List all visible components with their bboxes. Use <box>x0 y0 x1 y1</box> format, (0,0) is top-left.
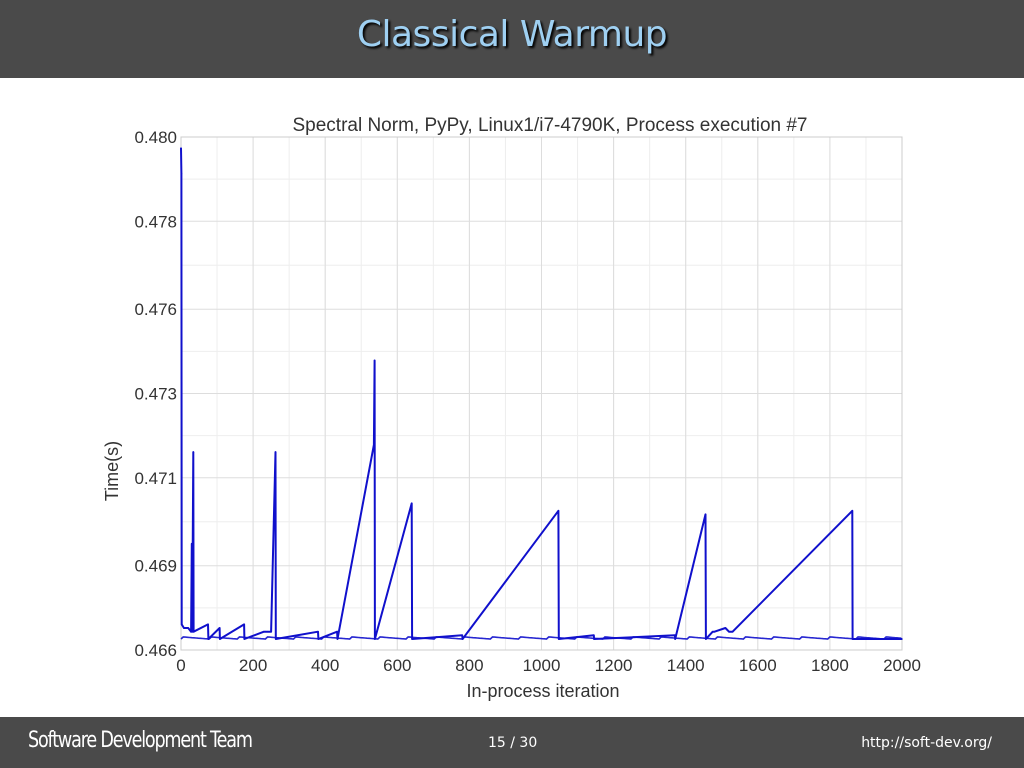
data-point <box>191 630 193 633</box>
data-point <box>243 638 246 640</box>
x-tick-label: 1600 <box>739 656 777 675</box>
data-point <box>557 510 560 512</box>
data-point <box>266 630 269 633</box>
data-point <box>274 451 277 453</box>
footer-url: http://soft-dev.org/ <box>861 735 992 751</box>
data-point <box>183 627 185 629</box>
data-point <box>263 630 265 633</box>
data-point <box>851 638 854 640</box>
data-point <box>207 623 209 626</box>
data-point <box>705 638 707 640</box>
data-point <box>410 502 413 505</box>
data-point <box>264 630 267 633</box>
y-tick-label: 0.476 <box>134 300 177 319</box>
y-tick-label: 0.473 <box>134 385 177 404</box>
data-point <box>704 513 707 516</box>
data-point <box>593 634 595 637</box>
data-point <box>901 638 903 640</box>
spectral-norm-chart: 0 200 400 600 800 1000 1200 1400 1600 1800 2000 0.4… <box>102 115 921 701</box>
data-point <box>336 630 338 633</box>
data-point <box>219 638 221 640</box>
data-point <box>275 638 277 640</box>
data-point <box>711 630 714 633</box>
data-point <box>180 172 183 175</box>
data-point <box>724 627 727 629</box>
data-point <box>374 638 376 640</box>
data-point <box>187 627 189 629</box>
chart-grid <box>180 136 903 651</box>
y-tick-label: 0.480 <box>134 128 177 147</box>
data-point <box>373 444 375 446</box>
data-point <box>461 638 464 640</box>
series-baseline-noise <box>180 636 902 640</box>
y-tick-label: 0.469 <box>134 557 177 576</box>
data-point <box>190 630 192 633</box>
data-point <box>336 638 339 640</box>
data-point <box>192 451 195 453</box>
data-point <box>180 147 182 149</box>
x-axis-label: In-process iteration <box>466 681 619 701</box>
data-point <box>207 638 210 640</box>
data-point <box>593 638 595 640</box>
x-tick-label: 1800 <box>811 656 849 675</box>
data-point <box>373 359 376 362</box>
x-tick-label: 1000 <box>523 656 561 675</box>
x-tick-label: 0 <box>176 656 185 675</box>
chart-title: Spectral Norm, PyPy, Linux1/i7-4790K, Pr… <box>292 115 807 136</box>
data-point <box>461 634 464 637</box>
y-tick-label: 0.478 <box>134 212 177 231</box>
data-point <box>192 630 195 633</box>
x-tick-label: 1200 <box>595 656 633 675</box>
x-tick-label: 200 <box>239 656 267 675</box>
slide-title: Classical Warmup <box>356 14 668 55</box>
data-point <box>728 630 730 633</box>
x-tick-label: 1400 <box>667 656 705 675</box>
data-point <box>731 630 734 633</box>
data-point <box>558 638 560 640</box>
data-point <box>674 634 676 637</box>
x-tick-label: 2000 <box>883 656 921 675</box>
team-name: Software Development Team <box>28 728 253 753</box>
x-tick-label: 800 <box>455 656 483 675</box>
slide-header <box>0 0 1024 78</box>
data-point <box>180 623 183 626</box>
data-point <box>317 630 319 633</box>
page-number: 15 / 30 <box>488 735 538 751</box>
data-point <box>713 630 716 633</box>
data-point <box>243 623 245 626</box>
data-point <box>317 638 320 640</box>
data-point <box>411 638 413 640</box>
data-point <box>674 638 676 640</box>
y-tick-label: 0.471 <box>134 469 177 488</box>
chart-series <box>180 147 903 640</box>
chart-ticks: 0 200 400 600 800 1000 1200 1400 1600 1800 2000 0.4… <box>134 128 920 675</box>
data-point <box>218 627 221 629</box>
x-tick-label: 400 <box>311 656 339 675</box>
y-axis-label: Time(s) <box>102 441 122 501</box>
data-point <box>191 542 193 545</box>
slide-footer <box>0 717 1024 768</box>
y-tick-label: 0.466 <box>134 641 177 660</box>
x-tick-label: 600 <box>383 656 411 675</box>
data-point <box>270 630 272 633</box>
data-point <box>851 510 854 512</box>
